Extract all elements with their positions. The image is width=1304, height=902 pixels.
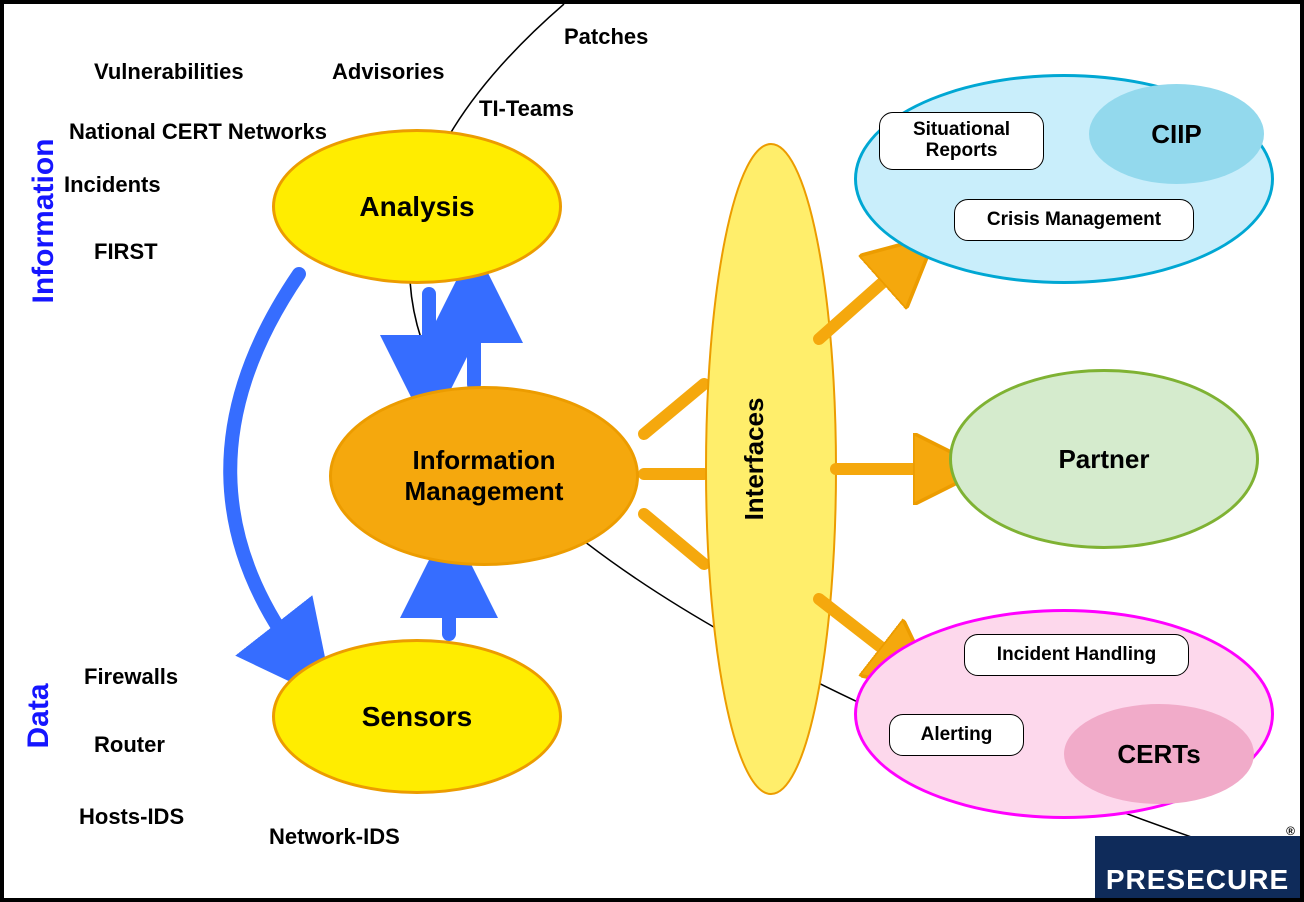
node-interfaces-label: Interfaces <box>739 379 770 539</box>
diagram-canvas: Information Data Vulnerabilities Advisor… <box>0 0 1304 902</box>
pill-incident: Incident Handling <box>964 634 1189 676</box>
pill-situational: Situational Reports <box>879 112 1044 170</box>
label-patches: Patches <box>564 24 648 50</box>
label-vulnerabilities: Vulnerabilities <box>94 59 244 85</box>
logo-presecure: ® PRESECURE <box>1095 836 1300 898</box>
logo-registered: ® <box>1286 824 1296 838</box>
arrow-analysis-sensors-curve <box>230 274 304 664</box>
pill-alerting-label: Alerting <box>921 724 993 746</box>
interfaces-ellipse-bg <box>706 144 836 794</box>
node-partner: Partner <box>949 369 1259 549</box>
label-advisories: Advisories <box>332 59 445 85</box>
node-ciip-label: CIIP <box>1151 119 1202 150</box>
arrow-to-ciip <box>819 259 909 339</box>
orange-stub-1 <box>644 384 704 434</box>
node-certs-label: CERTs <box>1117 739 1200 770</box>
pill-incident-label: Incident Handling <box>997 644 1156 666</box>
label-national-cert: National CERT Networks <box>69 119 327 145</box>
axis-information: Information <box>27 121 61 321</box>
pill-situational-l2: Reports <box>926 141 998 162</box>
node-sensors: Sensors <box>272 639 562 794</box>
node-analysis-label: Analysis <box>359 191 474 223</box>
label-firewalls: Firewalls <box>84 664 178 690</box>
pill-crisis: Crisis Management <box>954 199 1194 241</box>
logo-text: PRESECURE <box>1106 864 1289 896</box>
label-hosts-ids: Hosts-IDS <box>79 804 184 830</box>
label-incidents: Incidents <box>64 172 161 198</box>
label-router: Router <box>94 732 165 758</box>
node-info-mgmt: Information Management <box>329 386 639 566</box>
node-partner-label: Partner <box>1058 444 1149 475</box>
label-first: FIRST <box>94 239 158 265</box>
node-info-mgmt-label2: Management <box>405 476 564 507</box>
axis-data: Data <box>22 656 56 776</box>
node-sensors-label: Sensors <box>362 701 473 733</box>
node-analysis: Analysis <box>272 129 562 284</box>
label-network-ids: Network-IDS <box>269 824 400 850</box>
orange-stub-3 <box>644 514 704 564</box>
pill-situational-l1: Situational <box>913 120 1010 141</box>
pill-crisis-label: Crisis Management <box>987 209 1161 231</box>
label-ti-teams: TI-Teams <box>479 96 574 122</box>
pill-alerting: Alerting <box>889 714 1024 756</box>
node-info-mgmt-label1: Information <box>413 445 556 476</box>
node-certs-inner: CERTs <box>1064 704 1254 804</box>
node-ciip-inner: CIIP <box>1089 84 1264 184</box>
